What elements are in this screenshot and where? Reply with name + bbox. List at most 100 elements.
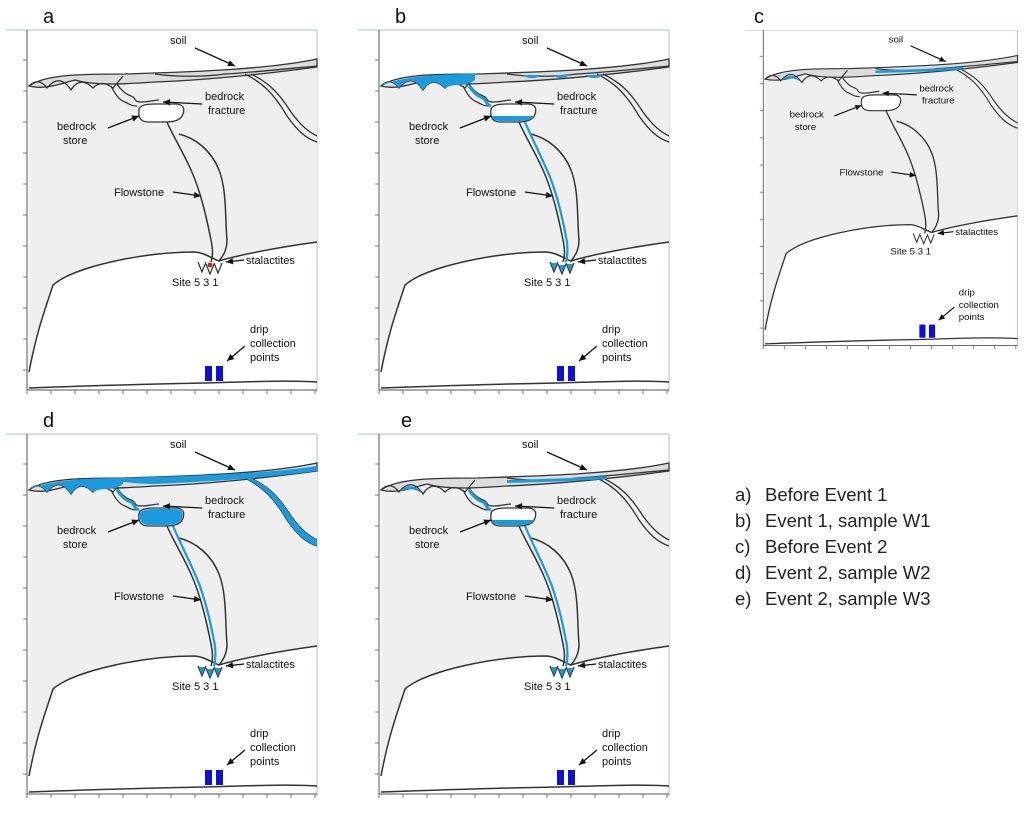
drip-arrow-head [227,758,235,765]
label-flowstone: Flowstone [114,187,164,199]
right-fracture-line [596,477,670,547]
bedrock-mass [29,67,317,372]
flowstone-arrow-head [909,171,916,178]
legend: a) Before Event 1 b) Event 1, sample W1 c)… [735,482,931,612]
cave-roof [380,241,670,373]
legend-key: b) [735,510,752,531]
bedrock-store-cavity [860,94,902,112]
stalactite-water [567,264,573,272]
stalactite-water [551,667,557,675]
label-drip-3: points [959,312,985,323]
store-water [492,520,534,525]
soil-arrow [546,47,588,67]
label-site: Site 5 3 1 [172,277,218,289]
stalactite-water [567,668,573,676]
fracture-channel-upper [116,83,160,103]
label-flowstone: Flowstone [840,168,884,179]
panel-letter-a: a [43,6,55,28]
store-arrow-head [854,104,862,111]
soil-layer [27,58,318,88]
legend-key: c) [735,536,751,557]
label-stalactites: stalactites [246,659,295,671]
label-stalactites: stalactites [955,227,998,238]
stalactites-arrow-head [937,229,945,236]
label-bedrock-fracture-1: bedrock [205,495,245,507]
label-bedrock-fracture-1: bedrock [205,91,245,103]
label-bedrock-store-1: bedrock [409,525,449,537]
bedrock-surface [764,69,848,84]
panel-a: soil bedrock fracture bedrock store Flowstone… [5,29,320,395]
flowstone-inner [518,525,566,667]
legend-item: d) Event 2, sample W2 [735,560,931,586]
soil-water-left [29,478,123,494]
fracture-channel-upper [841,77,880,94]
collector-right [216,366,223,381]
fracture-channel-lower [110,85,138,107]
fracture-water [467,85,492,108]
right-fracture-line [244,73,318,143]
right-fracture-line [596,73,670,143]
soil-water-pocket [399,486,423,494]
soil-arrow-head [938,56,946,62]
flowstone-inner [518,121,566,263]
cave-floor [765,337,1018,345]
label-bedrock-fracture-2: fracture [922,96,955,107]
panel-letter-e: e [401,410,413,432]
stalactite [205,263,215,276]
soil-arrow [910,45,946,63]
drip-arrow-head [227,354,235,361]
fracture-channel-lower [836,78,860,98]
soil-water-pocket [875,66,964,73]
flowstone-inner [885,110,927,234]
stalactite-water [207,669,213,677]
store-water [492,116,534,121]
soil-water-right [123,466,317,484]
collector-left [205,366,212,381]
legend-text: Event 2, sample W3 [765,588,931,609]
store-arrow-head [131,519,139,526]
flowstone-arrow-head [545,595,553,603]
fracture-channel-lower [462,85,490,107]
label-bedrock-fracture-2: fracture [208,105,245,117]
flowstone-arrow-head [193,191,201,199]
fracture-arrow-head [163,99,171,106]
label-soil: soil [170,35,187,47]
flowstone-outer [530,133,580,262]
store-arrow-head [131,115,139,122]
cave-roof [28,645,318,777]
panel-b: soil bedrock fracture bedrock store Flowstone… [357,29,672,395]
flowstone-arrow-head [193,595,201,603]
right-fracture-line-inner [602,477,670,541]
flowstone-outer [178,133,228,262]
panel-letter-b: b [395,6,407,28]
collector-right [568,366,575,381]
cave-diagram-e: soil bedrock fracture bedrock store Flowstone… [358,433,670,798]
label-bedrock-store-2: store [795,122,816,133]
legend-key: e) [735,588,752,609]
right-fracture-line-inner [959,68,1018,124]
legend-text: Before Event 1 [765,484,888,505]
cave-roof [380,645,670,777]
soil-arrow [546,451,588,471]
store-water [139,509,183,525]
label-bedrock-fracture-1: bedrock [557,91,597,103]
label-soil: soil [522,439,539,451]
flowstone-outer [178,537,228,666]
collector-left [919,324,926,338]
label-stalactites: stalactites [598,255,647,267]
label-soil: soil [889,34,903,45]
label-bedrock-fracture-2: fracture [208,509,245,521]
soil-water-pocket [780,75,802,83]
label-drip-2: collection [250,742,296,754]
label-drip-1: drip [250,324,268,336]
flowstone-arrow-head [545,191,553,199]
fracture-arrow-head [515,503,523,510]
fracture-water [467,489,492,512]
label-soil: soil [170,439,187,451]
label-bedrock-fracture-1: bedrock [557,495,597,507]
soil-layer [379,462,670,492]
label-drip-2: collection [602,338,648,350]
label-bedrock-store-1: bedrock [790,110,824,121]
label-bedrock-store-1: bedrock [409,121,449,133]
label-flowstone: Flowstone [466,591,516,603]
